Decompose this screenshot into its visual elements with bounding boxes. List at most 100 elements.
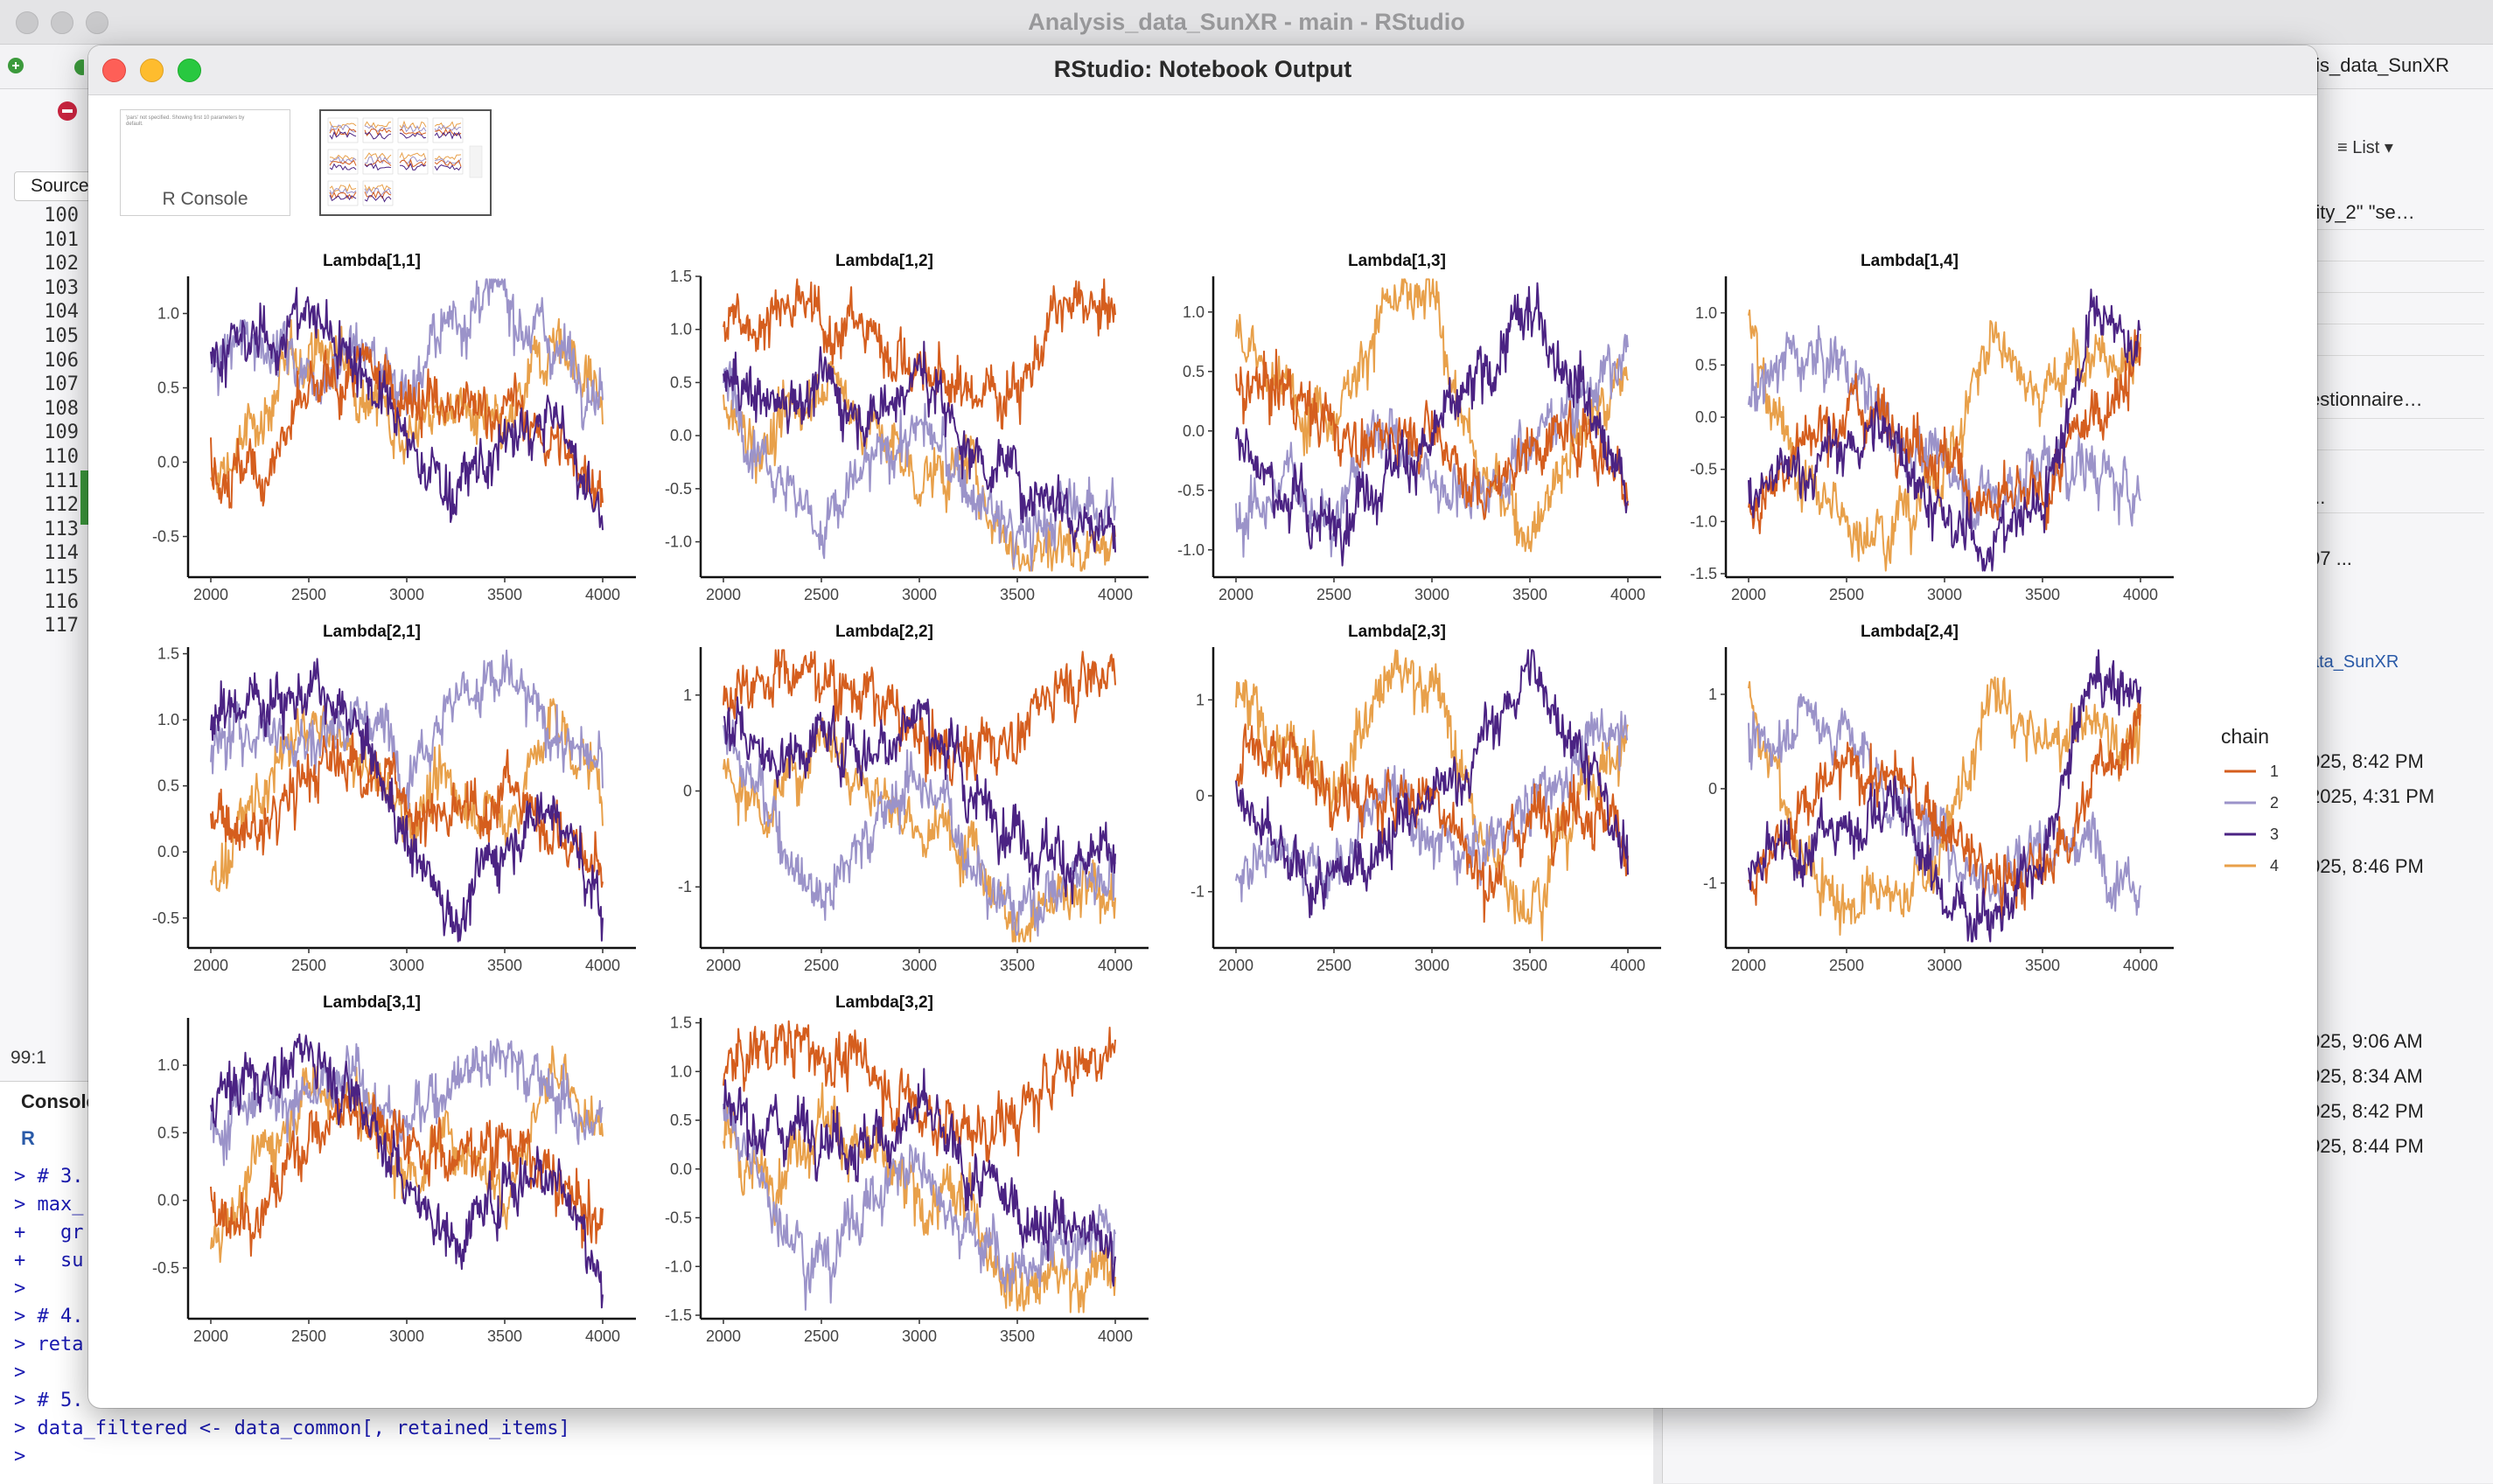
line-number: 100 [44,205,79,226]
line-number: 107 [44,373,79,396]
file-modified-date: 025, 8:34 AM [2309,1065,2423,1087]
y-tick-label: 0 [1196,787,1205,805]
line-number: 112 [44,494,79,517]
x-tick-label: 3500 [2025,957,2060,974]
r-console-preview-text: 'pars' not specified. Showing first 10 p… [126,115,245,127]
x-tick-label: 4000 [2123,586,2158,603]
close-button[interactable] [102,59,126,82]
y-tick-label: 0.0 [157,454,179,471]
chain-1-trace [723,649,1116,786]
chain-4-trace [1235,649,1629,942]
panel-title: Lambda[1,4] [1861,252,1959,270]
row-divider [2309,292,2484,293]
y-tick-label: 1 [1708,686,1717,703]
chain-3-trace [1748,289,2141,572]
plot-thumbnail[interactable] [319,109,492,216]
file-modified-date: 025, 8:46 PM [2309,855,2424,877]
chain-3-trace [1748,649,2141,943]
minimize-button[interactable] [140,59,164,82]
r-console-thumbnail[interactable]: 'pars' not specified. Showing first 10 p… [120,109,290,216]
thumbnail-trace [329,124,357,133]
y-tick-label: 0.0 [157,843,179,860]
console-line: > # 5. [14,1390,84,1411]
chain-2-trace [723,719,1116,937]
console-tab[interactable]: Console [21,1090,97,1112]
new-file-icon[interactable] [5,50,84,85]
trace-panel: Lambda[1,4] -1.5 -1.0 -0.5 0.0 0.5 1.0 2000 2500… [1690,252,2174,603]
thumbnail-trace [329,156,357,164]
trace-panel: Lambda[1,3] -1.0 -0.5 0.0 0.5 1.0 2000 2500 3000… [1177,252,1661,603]
chain-2-trace [210,649,604,810]
chain-2-trace [723,1091,1116,1311]
chain-2-trace [723,360,1116,572]
console-line: > [14,1362,26,1383]
x-tick-label: 2500 [804,957,839,974]
x-tick-label: 2000 [706,586,741,603]
x-tick-label: 4000 [585,586,620,603]
trace-panel: Lambda[3,2] -1.5 -1.0 -0.5 0.0 0.5 1.0 1.5 2000 2… [665,993,1149,1345]
line-number: 116 [44,590,79,613]
r-version-icon[interactable]: R [21,1127,35,1150]
legend-label: 4 [2270,857,2279,874]
chain-3-trace [1235,282,1629,567]
legend-label: 3 [2270,826,2279,843]
x-tick-label: 3500 [487,586,522,603]
x-tick-label: 4000 [585,1327,620,1345]
right-pane-tab2[interactable]: ata_SunXR [2309,652,2399,672]
x-tick-label: 3000 [902,586,937,603]
list-view-button[interactable]: ≡ List ▾ [2337,138,2393,157]
x-tick-label: 3000 [1414,957,1449,974]
main-close-button[interactable] [16,11,38,34]
row-divider [2309,229,2484,230]
chain-1-trace [1235,348,1629,520]
thumbnail-trace [364,121,392,129]
environment-row[interactable]: rity_2" "se… [2309,201,2415,223]
source-button[interactable]: Source [14,171,93,201]
y-tick-label: -0.5 [152,528,179,546]
panel-title: Lambda[3,2] [835,993,933,1012]
x-tick-label: 2000 [706,957,741,974]
list-icon: ≡ [2337,138,2353,157]
thumbnail-panel [362,117,394,143]
panel-title: Lambda[2,3] [1348,623,1446,641]
x-tick-label: 2000 [1219,957,1253,974]
chain-4-trace [1235,278,1629,553]
chain-3-trace [210,287,604,531]
x-tick-label: 3500 [1000,957,1035,974]
y-tick-label: 0.0 [670,1160,692,1178]
chain-2-trace [210,1038,604,1167]
y-tick-label: 1.0 [157,305,179,323]
x-tick-label: 2000 [1731,957,1766,974]
thumbnail-trace [329,191,357,199]
y-tick-label: -1.5 [665,1306,692,1324]
console-line: + gr [14,1222,84,1244]
plot-thumbnail-preview [327,117,483,206]
panel-title: Lambda[3,1] [323,993,421,1012]
notebook-window-title: RStudio: Notebook Output [1053,56,1352,82]
y-tick-label: 1.5 [670,1014,692,1032]
main-zoom-button[interactable] [86,11,108,34]
stop-icon[interactable] [54,98,89,124]
main-minimize-button[interactable] [51,11,73,34]
x-tick-label: 4000 [1098,586,1133,603]
y-tick-label: 1.0 [670,321,692,338]
current-line-marker [80,470,89,525]
chain-3-trace [723,340,1116,553]
zoom-button[interactable] [178,59,201,82]
y-tick-label: -1.0 [665,533,692,551]
environment-row[interactable]: estionnaire… [2309,388,2423,410]
chain-2-trace [210,278,604,431]
x-tick-label: 4000 [1610,586,1645,603]
file-modified-date: 025, 8:44 PM [2309,1135,2424,1157]
y-tick-label: -1.0 [1690,512,1717,530]
y-tick-label: 0.5 [1183,363,1205,380]
thumbnail-trace [399,151,427,161]
line-number: 114 [44,542,79,565]
line-number: 104 [44,301,79,324]
main-window-titlebar: Analysis_data_SunXR - main - RStudio [0,0,2493,45]
y-tick-label: -0.5 [1690,461,1717,478]
console-line: > # 4. [14,1306,84,1327]
chain-3-trace [1235,649,1629,918]
row-divider [2309,449,2484,450]
